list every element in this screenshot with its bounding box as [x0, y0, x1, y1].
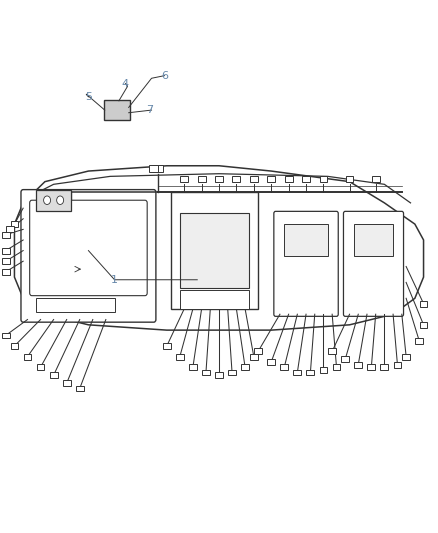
- Bar: [11, 343, 18, 349]
- Bar: [63, 380, 71, 386]
- Bar: [280, 365, 288, 370]
- Bar: [49, 372, 57, 378]
- Bar: [11, 221, 18, 227]
- Bar: [354, 362, 362, 368]
- Bar: [180, 176, 188, 182]
- Bar: [284, 224, 328, 256]
- Bar: [420, 322, 427, 328]
- Bar: [6, 227, 14, 232]
- Bar: [285, 176, 293, 182]
- Bar: [415, 338, 423, 344]
- Bar: [180, 290, 250, 309]
- Bar: [198, 176, 205, 182]
- Bar: [215, 176, 223, 182]
- Bar: [302, 176, 310, 182]
- Polygon shape: [14, 166, 424, 330]
- Bar: [420, 301, 427, 306]
- Bar: [163, 343, 171, 349]
- Bar: [36, 190, 71, 211]
- FancyBboxPatch shape: [274, 212, 338, 317]
- Bar: [228, 369, 236, 375]
- Bar: [233, 176, 240, 182]
- Bar: [341, 357, 349, 362]
- Bar: [346, 176, 353, 182]
- Bar: [250, 354, 258, 360]
- Bar: [153, 165, 163, 172]
- Bar: [293, 369, 301, 375]
- Bar: [250, 176, 258, 182]
- Bar: [267, 176, 275, 182]
- Bar: [149, 165, 158, 172]
- Text: 1: 1: [111, 274, 118, 285]
- Bar: [372, 176, 380, 182]
- FancyBboxPatch shape: [21, 190, 156, 322]
- Bar: [176, 354, 184, 360]
- Bar: [2, 269, 10, 274]
- FancyBboxPatch shape: [104, 100, 130, 120]
- Bar: [402, 354, 410, 360]
- Text: 6: 6: [161, 70, 168, 80]
- Bar: [328, 349, 336, 354]
- Bar: [24, 354, 32, 360]
- Bar: [202, 369, 210, 375]
- Bar: [36, 298, 115, 312]
- Bar: [381, 365, 389, 370]
- Bar: [2, 248, 10, 254]
- FancyBboxPatch shape: [30, 200, 147, 296]
- Bar: [254, 349, 262, 354]
- Bar: [180, 214, 250, 288]
- Text: 4: 4: [122, 78, 129, 88]
- Bar: [367, 365, 375, 370]
- Bar: [320, 367, 327, 373]
- Bar: [2, 259, 10, 264]
- Bar: [320, 176, 327, 182]
- Bar: [332, 365, 340, 370]
- Bar: [267, 359, 275, 365]
- Text: 5: 5: [85, 92, 92, 102]
- Bar: [354, 224, 393, 256]
- Bar: [189, 365, 197, 370]
- Circle shape: [57, 196, 64, 205]
- Bar: [307, 369, 314, 375]
- Bar: [37, 365, 45, 370]
- Bar: [2, 333, 10, 338]
- Circle shape: [44, 196, 50, 205]
- Bar: [76, 385, 84, 391]
- Bar: [393, 362, 401, 368]
- Bar: [241, 365, 249, 370]
- FancyBboxPatch shape: [343, 212, 403, 317]
- Text: 7: 7: [146, 105, 153, 115]
- Bar: [171, 192, 258, 309]
- Bar: [2, 232, 10, 238]
- Bar: [215, 372, 223, 378]
